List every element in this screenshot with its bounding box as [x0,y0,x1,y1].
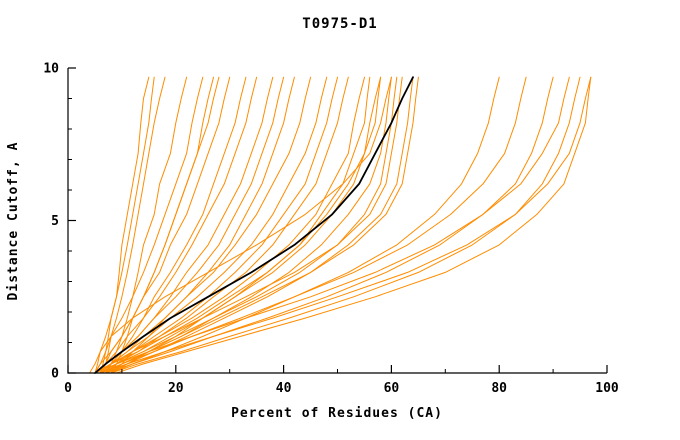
series-line-model-09 [105,76,247,374]
series-line-model-10 [94,76,258,374]
series-line-model-28 [110,76,500,374]
axis-frame [67,68,607,374]
series-line-model-15 [94,76,328,374]
x-tick-label: 40 [276,381,292,396]
y-tick-label: 10 [43,62,59,77]
series-line-model-30 [105,76,554,374]
y-tick-label: 5 [51,214,59,229]
series-line-model-29 [99,76,527,374]
series-line-model-03 [99,76,166,374]
x-tick-label: 0 [64,381,72,396]
axes-group: 0 20 40 60 80 100 0 5 10 [43,62,619,397]
y-tick-label: 0 [51,367,59,382]
series-line-model-27 [99,76,419,374]
series-line-model-32 [110,76,581,374]
series-line-model-33 [99,76,592,374]
series-line-model-34 [116,76,592,374]
series-line-model-26 [105,76,414,374]
series-line-model-21 [94,76,382,374]
x-tick-label: 20 [168,381,184,396]
x-tick-label: 60 [384,381,400,396]
series-line-model-07 [99,76,220,374]
series-line-model-31 [94,76,570,374]
series-line-model-04 [105,76,188,374]
series-group [89,76,592,374]
series-line-model-23 [89,76,392,374]
series-line-highlighted-model [94,76,414,374]
series-line-model-05 [94,76,204,374]
x-tick-label: 80 [491,381,507,396]
series-line-model-24 [99,76,398,374]
x-tick-label: 100 [595,381,619,396]
series-line-model-13 [110,76,295,374]
series-line-model-25 [94,76,403,374]
chart-title: T0975-D1 [302,16,377,32]
x-axis-label: Percent of Residues (CA) [231,406,443,421]
y-axis-label: Distance Cutoff, A [6,142,21,301]
series-line-model-14 [99,76,312,374]
series-line-model-02 [94,76,155,374]
series-line-model-08 [94,76,231,374]
